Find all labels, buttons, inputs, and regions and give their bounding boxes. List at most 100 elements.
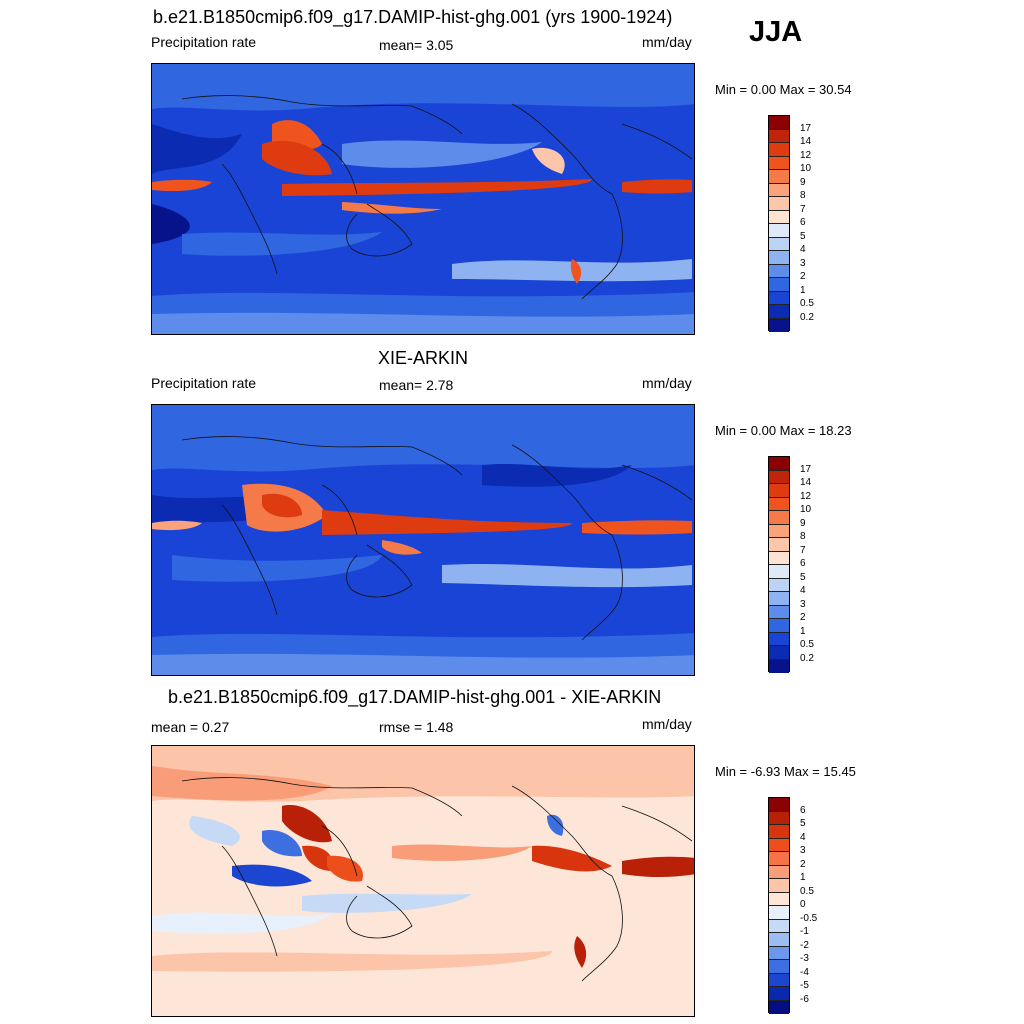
min-max-label: Min = -6.93 Max = 15.45 (715, 764, 856, 779)
colorbar-tick-label: 9 (800, 517, 806, 529)
season-label: JJA (749, 16, 803, 48)
colorbar-tick-label: 12 (800, 149, 812, 161)
colorbar-tick-label: 4 (800, 585, 806, 596)
mean-label: mean= 3.05 (379, 37, 454, 53)
colorbar-swatch (769, 865, 789, 879)
colorbar-swatch (769, 129, 789, 143)
colorbar-tick-label: 17 (800, 122, 812, 134)
colorbar-tick-label: 1 (800, 625, 806, 637)
min-max-label: Min = 0.00 Max = 30.54 (715, 82, 852, 97)
mean-label: mean = 0.27 (151, 719, 230, 735)
mean-label: mean= 2.78 (379, 377, 454, 393)
panel-title: b.e21.B1850cmip6.f09_g17.DAMIP-hist-ghg.… (168, 687, 662, 707)
colorbar-tick-label: 5 (800, 230, 806, 242)
colorbar-swatch (769, 116, 789, 130)
colorbar-swatch (769, 646, 789, 660)
min-max-label: Min = 0.00 Max = 18.23 (715, 423, 852, 438)
colorbar-swatch (769, 291, 789, 305)
colorbar-swatch (769, 933, 789, 947)
colorbar-tick-label: 3 (800, 598, 806, 610)
colorbar-swatch (769, 524, 789, 538)
colorbar-tick-label: 0.5 (800, 639, 814, 650)
colorbar-swatch (769, 183, 789, 197)
colorbar-tick-label: 3 (800, 257, 806, 269)
precipitation-map (151, 63, 695, 335)
colorbar-swatch (769, 825, 789, 839)
colorbar-swatch (769, 210, 789, 224)
colorbar-tick-label: -4 (800, 966, 809, 978)
colorbar-tick-label: 1 (800, 284, 806, 296)
colorbar-swatch (769, 592, 789, 606)
colorbar (768, 456, 790, 673)
units-label: mm/day (642, 375, 692, 391)
units-label: mm/day (642, 716, 692, 732)
colorbar-tick-label: 14 (800, 477, 812, 488)
colorbar-tick-label: 0.2 (800, 311, 814, 323)
colorbar-swatch (769, 278, 789, 292)
units-label: mm/day (642, 34, 692, 50)
colorbar-tick-label: 1 (800, 872, 806, 883)
colorbar-swatch (769, 264, 789, 278)
colorbar-swatch (769, 838, 789, 852)
precipitation-map (151, 404, 695, 676)
colorbar-swatch (769, 632, 789, 646)
colorbar-swatch (769, 906, 789, 920)
precipitation-difference-map (151, 745, 695, 1017)
colorbar-swatch (769, 987, 789, 1001)
colorbar-tick-label: 10 (800, 504, 812, 515)
colorbar-swatch (769, 919, 789, 933)
colorbar-swatch (769, 305, 789, 319)
colorbar-swatch (769, 811, 789, 825)
colorbar-tick-label: 7 (800, 544, 806, 556)
colorbar-tick-label: 3 (800, 845, 806, 856)
colorbar-swatch (769, 237, 789, 251)
colorbar (768, 115, 790, 332)
colorbar-tick-label: 8 (800, 531, 806, 542)
colorbar-swatch (769, 605, 789, 619)
colorbar-swatch (769, 619, 789, 633)
colorbar-tick-label: 5 (800, 818, 806, 829)
colorbar-tick-label: -0.5 (800, 912, 818, 924)
colorbar-tick-label: 12 (800, 490, 812, 502)
colorbar-swatch (769, 892, 789, 906)
colorbar-swatch (769, 143, 789, 157)
colorbar-swatch (769, 511, 789, 525)
variable-label: Precipitation rate (151, 34, 257, 50)
colorbar-tick-label: 4 (800, 244, 806, 255)
colorbar-tick-label: 0.5 (800, 885, 814, 897)
colorbar-tick-label: 8 (800, 190, 806, 201)
colorbar-tick-label: -2 (800, 939, 809, 951)
colorbar-swatch (769, 457, 789, 471)
panel-title: b.e21.B1850cmip6.f09_g17.DAMIP-hist-ghg.… (153, 7, 673, 27)
rmse-label: rmse = 1.48 (379, 719, 454, 735)
colorbar-swatch (769, 497, 789, 511)
colorbar-swatch (769, 197, 789, 211)
colorbar-tick-label: 2 (800, 858, 806, 870)
colorbar-tick-label: 6 (800, 558, 806, 569)
colorbar-tick-label: 10 (800, 163, 812, 174)
colorbar-tick-label: 2 (800, 612, 806, 623)
colorbar-tick-label: -6 (800, 993, 809, 1005)
colorbar-tick-label: 7 (800, 203, 806, 215)
colorbar-swatch (769, 960, 789, 974)
colorbar-swatch (769, 565, 789, 579)
colorbar-swatch (769, 224, 789, 238)
colorbar-swatch (769, 798, 789, 812)
colorbar-tick-label: 2 (800, 271, 806, 282)
colorbar-swatch (769, 470, 789, 484)
colorbar-swatch (769, 852, 789, 866)
colorbar-tick-label: -3 (800, 953, 809, 964)
colorbar-tick-label: -1 (800, 926, 809, 937)
colorbar-swatch (769, 318, 789, 332)
panel-title: XIE-ARKIN (378, 348, 469, 368)
colorbar-tick-label: 5 (800, 571, 806, 583)
colorbar-tick-label: 4 (800, 831, 806, 843)
colorbar-swatch (769, 551, 789, 565)
colorbar-swatch (769, 1000, 789, 1014)
colorbar-tick-label: 9 (800, 176, 806, 188)
colorbar (768, 797, 790, 1014)
colorbar-swatch (769, 251, 789, 265)
colorbar-swatch (769, 946, 789, 960)
colorbar-tick-label: 17 (800, 463, 812, 475)
colorbar-swatch (769, 973, 789, 987)
